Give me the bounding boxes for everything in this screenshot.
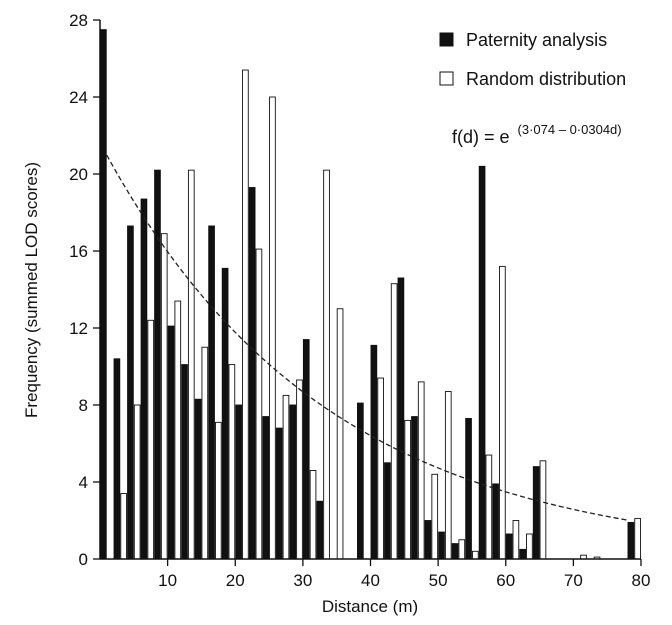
y-tick-label: 24 bbox=[69, 88, 88, 107]
bar-paternity bbox=[275, 427, 283, 560]
fit-formula-exponent: (3·074 – 0·0304d) bbox=[518, 122, 622, 137]
y-tick-label: 20 bbox=[69, 165, 88, 184]
x-tick-label: 60 bbox=[496, 571, 515, 590]
x-tick-label: 50 bbox=[429, 571, 448, 590]
legend-label-random: Random distribution bbox=[466, 69, 626, 89]
x-tick-label: 30 bbox=[293, 571, 312, 590]
bar-paternity bbox=[194, 398, 202, 560]
bar-paternity bbox=[208, 225, 215, 560]
bar-random bbox=[634, 518, 641, 560]
legend-swatch-paternity bbox=[439, 32, 454, 47]
bar-random bbox=[242, 69, 249, 560]
x-tick-label: 20 bbox=[226, 571, 245, 590]
bar-paternity bbox=[302, 339, 310, 560]
bar-paternity bbox=[438, 531, 445, 560]
x-axis-label: Distance (m) bbox=[322, 597, 418, 616]
bar-paternity bbox=[289, 404, 297, 560]
bar-paternity bbox=[397, 277, 405, 560]
x-ticks: 10 20 30 40 50 60 70 80 bbox=[158, 559, 650, 590]
bar-paternity bbox=[221, 267, 229, 560]
bar-random bbox=[215, 421, 222, 560]
bar-random bbox=[444, 391, 452, 560]
bar-paternity bbox=[127, 225, 134, 560]
bar-paternity bbox=[505, 533, 513, 560]
y-tick-label: 28 bbox=[69, 11, 88, 30]
bar-random bbox=[431, 473, 439, 560]
bar-paternity bbox=[411, 416, 418, 560]
bar-paternity bbox=[384, 462, 391, 560]
bar-random bbox=[309, 470, 317, 560]
bar-random bbox=[539, 460, 547, 560]
y-tick-label: 16 bbox=[69, 242, 88, 261]
fit-formula-base: f(d) = e bbox=[452, 127, 510, 147]
bar-paternity bbox=[154, 169, 161, 560]
bar-random bbox=[485, 454, 493, 560]
bar-random bbox=[160, 233, 168, 560]
bar-random bbox=[120, 493, 128, 560]
bar-random bbox=[296, 379, 303, 560]
bar-random bbox=[512, 520, 520, 560]
bar-random bbox=[417, 381, 425, 560]
y-tick-label: 4 bbox=[79, 473, 88, 492]
bar-random bbox=[255, 248, 263, 560]
bar-paternity bbox=[262, 416, 270, 560]
bar-paternity bbox=[492, 483, 499, 560]
bar-paternity bbox=[478, 165, 486, 560]
bar-paternity bbox=[248, 187, 256, 560]
bar-paternity bbox=[235, 404, 242, 560]
y-axis-label: Frequency (summed LOD scores) bbox=[22, 162, 41, 418]
bar-paternity bbox=[316, 500, 324, 560]
bar-random bbox=[499, 265, 506, 560]
y-tick-label: 0 bbox=[79, 550, 88, 569]
bar-random bbox=[174, 300, 182, 560]
bar-random bbox=[390, 283, 398, 560]
bar-random bbox=[133, 404, 141, 560]
legend: Paternity analysis Random distribution bbox=[439, 30, 626, 89]
bar-random bbox=[458, 539, 466, 560]
x-tick-label: 80 bbox=[632, 571, 651, 590]
bar-paternity bbox=[532, 466, 540, 560]
bar-random bbox=[404, 419, 412, 560]
x-tick-label: 40 bbox=[361, 571, 380, 590]
bar-paternity bbox=[357, 402, 364, 560]
legend-swatch-random bbox=[439, 71, 454, 86]
x-tick-label: 10 bbox=[158, 571, 177, 590]
bar-random bbox=[282, 394, 290, 560]
bar-paternity bbox=[140, 198, 148, 560]
bar-paternity bbox=[100, 29, 107, 560]
bar-random bbox=[187, 169, 195, 560]
legend-label-paternity: Paternity analysis bbox=[466, 30, 607, 50]
bar-paternity bbox=[181, 364, 188, 560]
bar-paternity bbox=[113, 358, 121, 560]
fit-formula: f(d) = e (3·074 – 0·0304d) bbox=[452, 122, 622, 147]
bar-paternity bbox=[627, 521, 635, 560]
bar-random bbox=[147, 319, 155, 560]
bar-paternity bbox=[465, 418, 472, 560]
bar-paternity bbox=[424, 520, 432, 560]
fit-curve bbox=[106, 154, 628, 521]
bar-random bbox=[471, 550, 479, 560]
bar-paternity bbox=[451, 543, 459, 560]
bar-paternity bbox=[370, 344, 378, 560]
y-tick-label: 12 bbox=[69, 319, 88, 338]
bars-layer bbox=[100, 29, 641, 560]
bar-random bbox=[269, 96, 276, 560]
bar-random bbox=[323, 169, 330, 560]
y-ticks: 0 4 8 12 16 20 24 28 bbox=[69, 11, 100, 569]
bar-random bbox=[377, 377, 384, 560]
bar-paternity bbox=[167, 325, 175, 560]
bar-random bbox=[201, 346, 209, 560]
bar-random bbox=[228, 364, 236, 560]
bar-random bbox=[526, 533, 533, 560]
bar-random bbox=[336, 308, 344, 560]
y-tick-label: 8 bbox=[79, 396, 88, 415]
x-tick-label: 70 bbox=[564, 571, 583, 590]
bar-paternity bbox=[519, 548, 526, 560]
